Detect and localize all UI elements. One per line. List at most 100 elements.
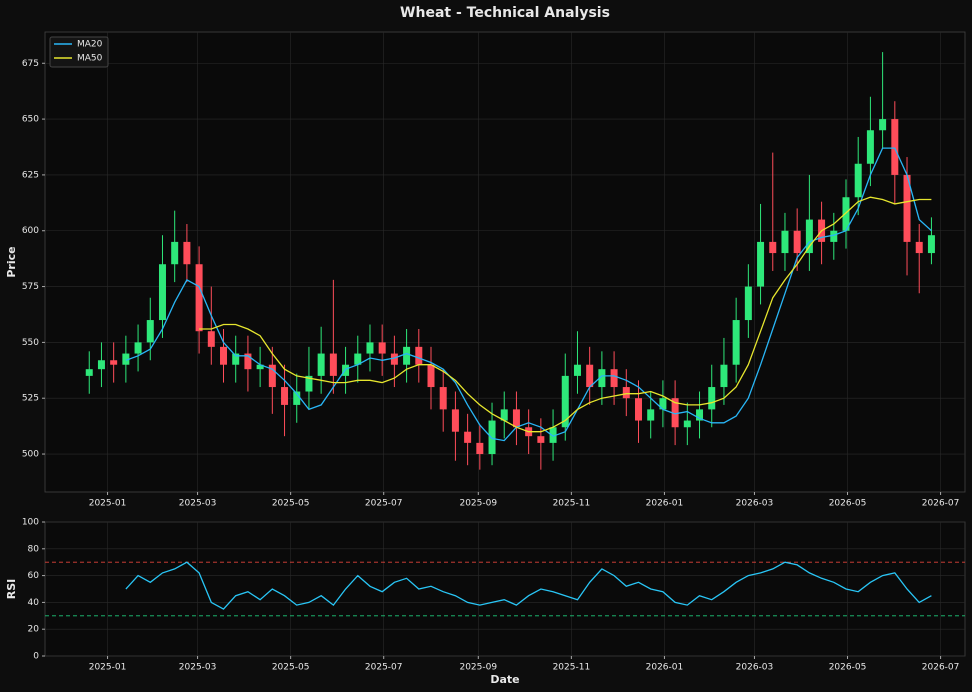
candle-body	[671, 398, 679, 428]
candle-body	[329, 353, 337, 376]
legend-label: MA50	[77, 54, 103, 64]
y-tick-label: 100	[22, 518, 39, 528]
candle-body	[207, 331, 215, 347]
candle-body	[281, 387, 289, 405]
y-tick-label: 675	[22, 59, 39, 69]
candle-body	[183, 241, 191, 265]
candle-body	[744, 286, 752, 321]
candle-body	[891, 119, 899, 175]
candle-body	[244, 353, 252, 370]
candle-body	[879, 119, 887, 131]
candle-body	[110, 360, 118, 365]
candle-body	[903, 174, 911, 242]
y-tick-label: 650	[22, 115, 39, 125]
y-tick-label: 40	[28, 598, 40, 608]
candle-body	[683, 420, 691, 428]
candle-body	[439, 387, 447, 410]
candle-body	[97, 360, 105, 370]
candle-body	[122, 353, 130, 365]
candle-body	[549, 427, 557, 443]
candle-body	[573, 364, 581, 376]
plot-area	[44, 521, 966, 657]
candle-body	[769, 241, 777, 254]
x-tick-label: 2025-01	[89, 663, 127, 673]
candle-body	[427, 364, 435, 388]
y-tick-label: 575	[22, 282, 39, 292]
candle-body	[158, 264, 166, 321]
y-axis-label: Price	[5, 246, 18, 277]
x-tick-label: 2025-05	[272, 499, 310, 509]
y-tick-label: 0	[33, 652, 39, 662]
candle-body	[146, 320, 154, 343]
x-tick-label: 2025-07	[365, 499, 403, 509]
candle-body	[732, 320, 740, 365]
x-tick-label: 2026-03	[736, 499, 774, 509]
candle-body	[195, 264, 203, 332]
candle-body	[354, 353, 362, 365]
candle-body	[866, 130, 874, 164]
candle-body	[598, 369, 606, 388]
candle-body	[317, 353, 325, 376]
candle-body	[647, 409, 655, 421]
candle-body	[659, 398, 667, 410]
x-tick-label: 2026-07	[922, 663, 960, 673]
candle-body	[500, 409, 508, 421]
y-tick-label: 80	[28, 544, 40, 554]
y-axis-label: RSI	[5, 579, 18, 600]
x-tick-label: 2025-01	[89, 499, 127, 509]
candle-body	[134, 342, 142, 354]
candle-body	[451, 409, 459, 432]
candle-body	[378, 342, 386, 354]
candle-body	[842, 197, 850, 231]
x-tick-label: 2025-03	[179, 663, 217, 673]
candle-body	[561, 375, 569, 428]
legend-label: MA20	[77, 40, 103, 50]
series-line	[199, 196, 932, 433]
x-tick-label: 2025-09	[459, 663, 497, 673]
candle-body	[927, 235, 935, 254]
candle-body	[696, 409, 704, 421]
candle-body	[220, 346, 228, 365]
y-tick-label: 500	[22, 450, 39, 460]
candle-body	[622, 387, 630, 399]
y-tick-label: 600	[22, 226, 39, 236]
candle-body	[366, 342, 374, 354]
candle-body	[830, 230, 838, 242]
y-tick-label: 550	[22, 338, 39, 348]
candle-body	[464, 431, 472, 443]
x-axis-label: Date	[490, 673, 519, 686]
candle-body	[634, 398, 642, 421]
x-tick-label: 2025-05	[272, 663, 310, 673]
candle-body	[805, 219, 813, 254]
x-tick-label: 2026-05	[829, 663, 867, 673]
candle-body	[415, 346, 423, 365]
candle-body	[268, 364, 276, 388]
x-tick-label: 2025-03	[179, 499, 217, 509]
x-tick-label: 2026-07	[922, 499, 960, 509]
candle-body	[708, 387, 716, 410]
plot-area	[44, 31, 966, 493]
y-tick-label: 20	[28, 625, 40, 635]
y-tick-label: 525	[22, 394, 39, 404]
candle-body	[610, 369, 618, 388]
x-tick-label: 2025-07	[365, 663, 403, 673]
candle-body	[85, 369, 93, 376]
candle-body	[488, 420, 496, 455]
candle-body	[293, 391, 301, 405]
x-tick-label: 2026-05	[829, 499, 867, 509]
candle-body	[403, 346, 411, 365]
x-tick-label: 2026-01	[646, 499, 684, 509]
chart-title: Wheat - Technical Analysis	[400, 5, 610, 21]
candle-body	[305, 375, 313, 392]
x-tick-label: 2025-11	[553, 499, 591, 509]
candle-body	[537, 436, 545, 443]
candle-body	[476, 442, 484, 455]
candle-body	[757, 241, 765, 287]
legend: MA20 MA50	[49, 36, 109, 68]
candle-body	[256, 364, 264, 370]
candle-body	[586, 364, 594, 388]
x-tick-label: 2025-11	[553, 663, 591, 673]
candle-body	[793, 230, 801, 254]
x-tick-label: 2025-09	[459, 499, 497, 509]
